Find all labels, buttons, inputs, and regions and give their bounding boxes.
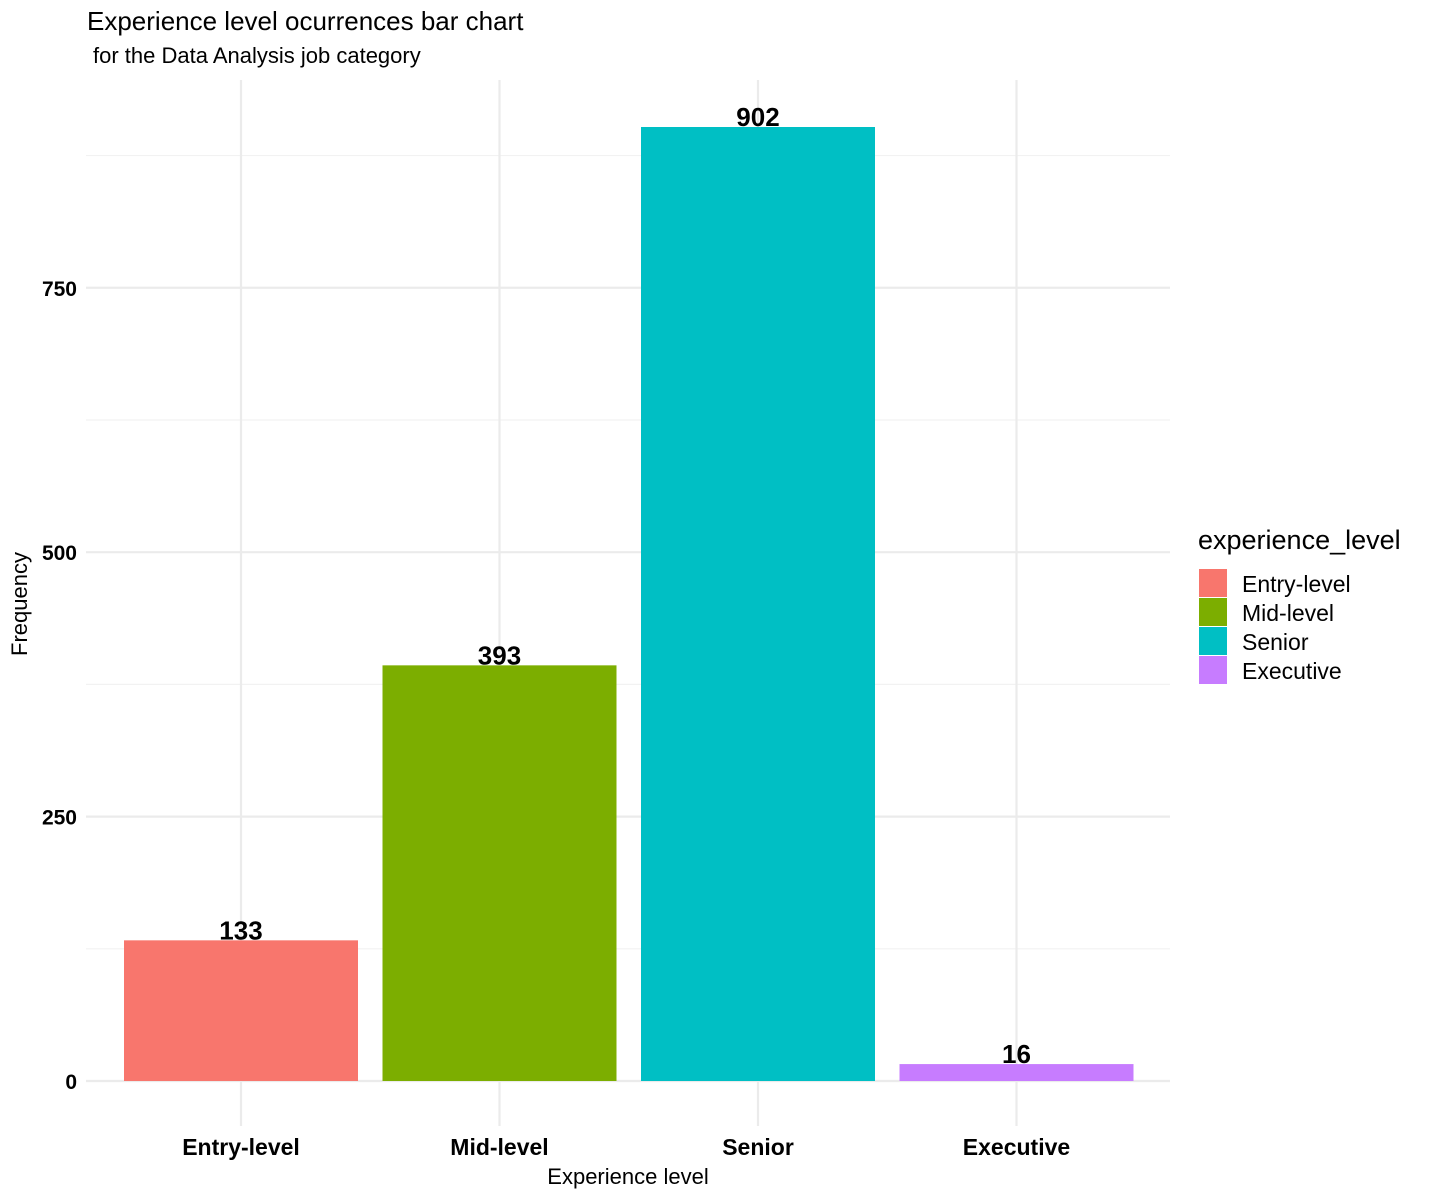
legend-label: Entry-level: [1242, 571, 1351, 597]
legend-label: Mid-level: [1242, 600, 1334, 626]
y-tick-label: 0: [65, 1071, 77, 1094]
x-axis-title: Experience level: [547, 1164, 708, 1189]
bar-senior: [641, 127, 875, 1081]
legend-swatch: [1199, 569, 1227, 597]
y-axis-ticks: 0 250 500 750: [42, 278, 77, 1094]
bar-entry-level: [124, 940, 358, 1081]
legend-label: Senior: [1242, 629, 1309, 655]
y-tick-label: 250: [42, 807, 77, 830]
x-tick-label: Executive: [963, 1134, 1070, 1160]
legend-items: Entry-level Mid-level Senior Executive: [1199, 569, 1351, 684]
bar-value-label: 393: [478, 640, 521, 670]
bar-mid-level: [382, 665, 617, 1081]
x-tick-label: Mid-level: [450, 1134, 548, 1160]
legend-swatch: [1199, 656, 1227, 684]
x-tick-label: Senior: [722, 1134, 794, 1160]
legend-swatch: [1199, 627, 1227, 655]
y-tick-label: 500: [42, 542, 77, 565]
bar-value-label: 133: [219, 915, 262, 945]
chart-title: Experience level ocurrences bar chart: [87, 6, 524, 36]
y-tick-label: 750: [42, 278, 77, 301]
x-axis-ticks: Entry-level Mid-level Senior Executive: [182, 1134, 1070, 1160]
bar-value-label: 16: [1002, 1039, 1031, 1069]
bar-executive: [899, 1064, 1134, 1081]
legend: experience_level Entry-level Mid-level Sen…: [1198, 525, 1401, 684]
bars: [124, 127, 1134, 1081]
legend-label: Executive: [1242, 658, 1342, 684]
y-axis-title: Frequency: [7, 552, 32, 656]
legend-title: experience_level: [1198, 525, 1401, 555]
legend-swatch: [1199, 598, 1227, 626]
chart-subtitle: for the Data Analysis job category: [93, 43, 421, 68]
x-tick-label: Entry-level: [182, 1134, 300, 1160]
bar-labels: 133 393 902 16: [219, 102, 1031, 1069]
bar-value-label: 902: [736, 102, 779, 132]
